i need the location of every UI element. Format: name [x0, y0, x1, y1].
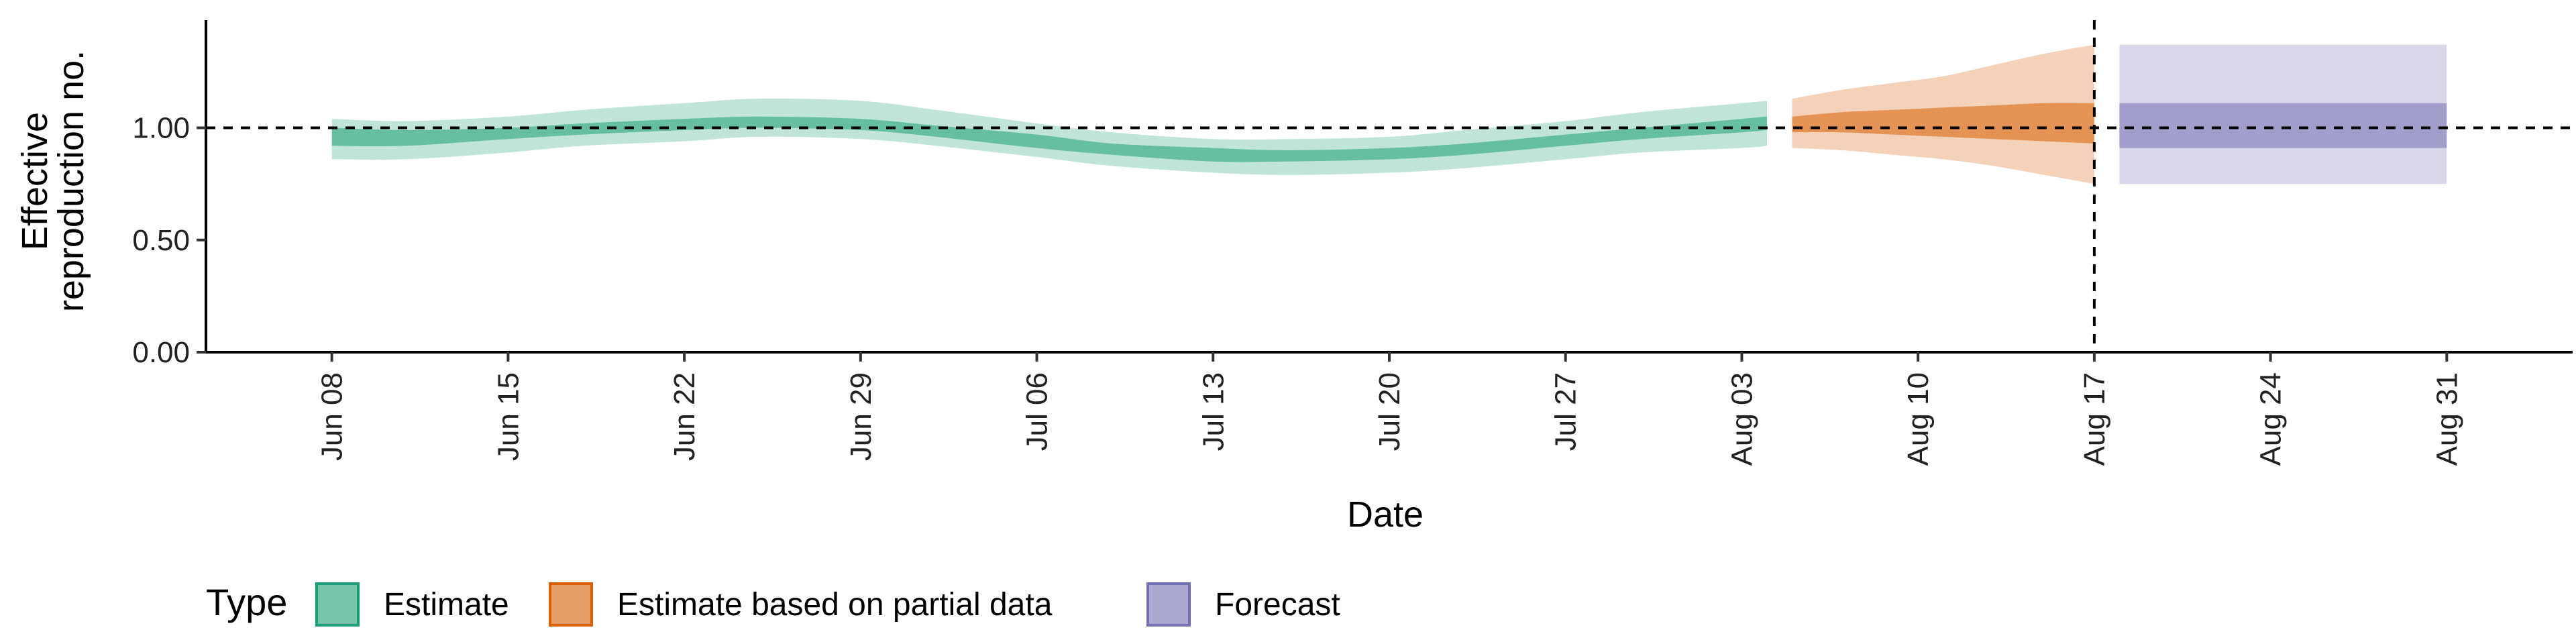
ribbon-inner-forecast	[2119, 103, 2447, 148]
legend: Type Estimate Estimate based on partial da…	[206, 581, 1340, 627]
x-tick-label: Aug 17	[2078, 372, 2111, 466]
y-tick-label: 0.00	[132, 336, 190, 369]
y-tick-label: 0.50	[132, 224, 190, 257]
x-tick-label: Jun 22	[668, 372, 701, 461]
axes-layer: 0.00 0.50 1.00 Jun 08 Jun 15 Jun 22 Jun 29 Jul …	[132, 20, 2573, 466]
x-tick-label: Jul 13	[1197, 372, 1230, 451]
legend-label: Forecast	[1215, 587, 1340, 623]
legend-swatch	[549, 582, 593, 627]
legend-label: Estimate	[384, 587, 509, 623]
y-axis-title-line-2: reproduction no.	[51, 50, 91, 312]
ribbons-layer	[331, 44, 2447, 184]
ribbon-inner-estimate-based-on-partial-data	[1792, 103, 2094, 144]
legend-swatch	[1146, 582, 1191, 627]
reference-lines	[206, 20, 2573, 352]
y-axis-title: Effective reproduction no.	[15, 50, 91, 312]
legend-swatch	[315, 582, 360, 627]
x-tick-label: Aug 10	[1902, 372, 1935, 466]
x-tick-label: Aug 03	[1725, 372, 1758, 466]
legend-label: Estimate based on partial data	[617, 587, 1053, 623]
x-tick-label: Aug 31	[2430, 372, 2463, 466]
x-tick-label: Jun 08	[316, 372, 349, 461]
y-tick-label: 1.00	[132, 112, 190, 145]
x-tick-label: Jul 27	[1550, 372, 1582, 451]
legend-title: Type	[206, 581, 287, 623]
x-tick-label: Aug 24	[2255, 372, 2288, 466]
y-axis-title-line-1: Effective	[15, 112, 55, 250]
x-tick-label: Jun 29	[845, 372, 877, 461]
x-tick-label: Jul 06	[1021, 372, 1054, 451]
x-axis-title: Date	[1347, 494, 1424, 535]
x-tick-label: Jul 20	[1373, 372, 1406, 451]
x-tick-label: Jun 15	[492, 372, 525, 461]
ribbon-inner-estimate	[331, 116, 1768, 162]
